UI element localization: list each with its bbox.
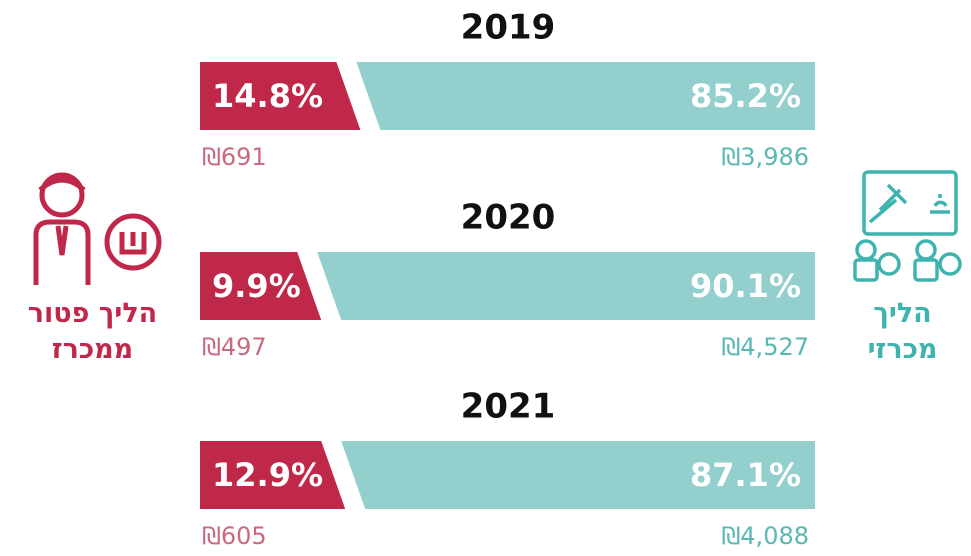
amount-tender: ₪4,088 (721, 522, 809, 550)
year-title: 2019 (461, 8, 556, 48)
bar-tender (341, 441, 815, 509)
legend-exempt: הליך פטור ממכרז (27, 298, 158, 365)
value-label-exempt: 14.8% (212, 77, 323, 115)
amount-tender: ₪3,986 (721, 143, 809, 171)
bar-tender (317, 252, 815, 320)
year-title: 2020 (461, 198, 556, 238)
bar-exempt (200, 252, 322, 320)
amount-exempt: ₪497 (202, 333, 267, 361)
bar-exempt (200, 441, 346, 509)
value-label-tender: 90.1% (690, 267, 801, 305)
value-label-exempt: 12.9% (212, 456, 323, 494)
year-title: 2021 (461, 387, 556, 427)
bar-tender (356, 62, 815, 130)
bar-exempt (200, 62, 361, 130)
legend-tender: הליך מכרזי (867, 298, 938, 365)
value-label-tender: 85.2% (690, 77, 801, 115)
exempt-icon (33, 172, 162, 285)
amount-tender: ₪4,527 (721, 333, 809, 361)
amount-exempt: ₪691 (202, 143, 267, 171)
tender-icon (853, 170, 962, 282)
amount-exempt: ₪605 (202, 522, 267, 550)
value-label-exempt: 9.9% (212, 267, 301, 305)
value-label-tender: 87.1% (690, 456, 801, 494)
